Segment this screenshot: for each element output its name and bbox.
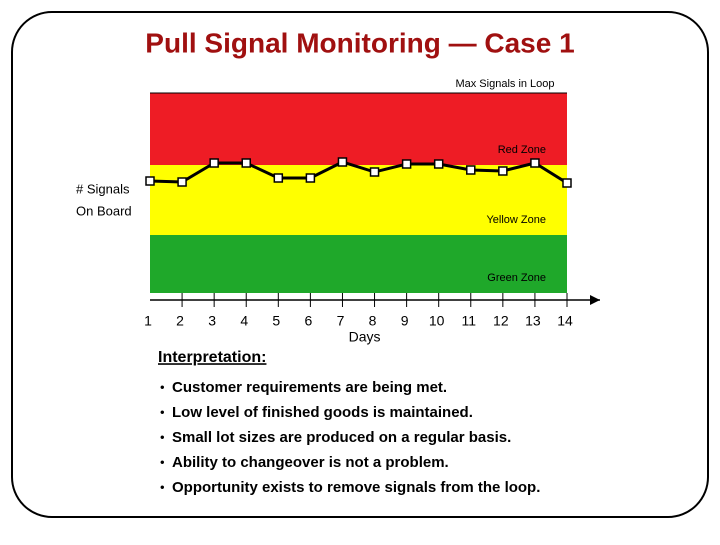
zone xyxy=(150,235,567,293)
x-tick-label: 13 xyxy=(525,313,541,329)
chart-title: Pull Signal Monitoring — Case 1 xyxy=(145,27,574,58)
point xyxy=(273,173,284,183)
bullet: • xyxy=(160,454,165,469)
point xyxy=(466,165,476,175)
point xyxy=(337,157,348,167)
zone-label: Yellow Zone xyxy=(486,214,546,226)
bullet: • xyxy=(160,479,165,494)
bullet: • xyxy=(160,429,165,444)
interpretation-item: Opportunity exists to remove signals fro… xyxy=(172,479,540,496)
x-tick-label: 12 xyxy=(493,313,509,329)
bullet: • xyxy=(160,404,165,419)
zone xyxy=(150,93,567,165)
point xyxy=(305,173,316,183)
annotation: Max Signals in Loop xyxy=(455,78,554,90)
point xyxy=(241,158,251,168)
x-tick-label: 9 xyxy=(401,313,409,329)
series-line xyxy=(149,160,568,185)
bullet: • xyxy=(160,379,165,394)
x-label: Days xyxy=(349,329,381,345)
interpretation-heading: Interpretation: xyxy=(158,349,266,366)
point xyxy=(433,159,444,169)
point xyxy=(562,178,572,188)
x-tick-label: 3 xyxy=(208,313,216,329)
y-label: On Board xyxy=(76,203,132,218)
x-tick-label: 14 xyxy=(557,313,573,329)
x-tick-label: 6 xyxy=(304,313,312,329)
point xyxy=(401,159,412,169)
interpretation-item: Low level of finished goods is maintaine… xyxy=(172,404,473,421)
x-tick-label: 2 xyxy=(176,313,184,329)
interpretation-item: Customer requirements are being met. xyxy=(172,379,447,396)
x-tick-label: 8 xyxy=(369,313,377,329)
point xyxy=(530,158,540,168)
point xyxy=(209,158,219,168)
x-tick-label: 7 xyxy=(337,313,345,329)
interpretation-item: Small lot sizes are produced on a regula… xyxy=(172,429,511,446)
point xyxy=(498,166,508,176)
zone-label: Green Zone xyxy=(487,272,546,284)
point xyxy=(145,176,155,186)
y-label: # Signals xyxy=(76,181,130,196)
point xyxy=(369,167,380,177)
x-tick-label: 10 xyxy=(429,313,445,329)
zone xyxy=(150,165,567,235)
x-axis-arrow xyxy=(590,295,600,305)
x-tick-label: 4 xyxy=(240,313,248,329)
point xyxy=(177,177,187,187)
interpretation-item: Ability to changeover is not a problem. xyxy=(172,454,449,471)
x-tick-label: 5 xyxy=(272,313,280,329)
x-tick-label: 11 xyxy=(461,313,476,329)
zone-label: Red Zone xyxy=(498,144,546,156)
x-tick-label: 1 xyxy=(144,313,152,329)
